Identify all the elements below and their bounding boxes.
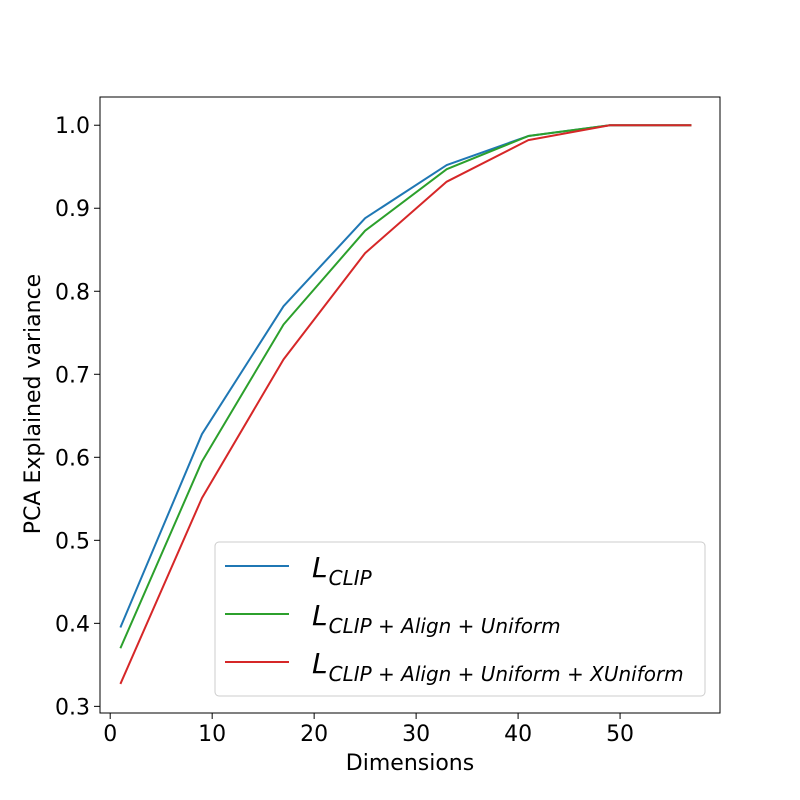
legend-label: LCLIP	[312, 551, 373, 590]
series-line-2	[119, 124, 692, 685]
x-tick-label: 20	[300, 722, 328, 747]
x-tick-label: 10	[198, 722, 226, 747]
x-axis: 0 10 20 30 40 50	[103, 713, 634, 747]
plot-frame	[99, 96, 721, 714]
y-tick-label: 0.4	[55, 612, 90, 637]
x-axis-title: Dimensions	[346, 751, 474, 776]
y-axis-title: PCA Explained variance	[21, 274, 46, 534]
y-tick-label: 0.5	[55, 529, 90, 554]
y-tick-label: 0.6	[55, 446, 90, 471]
plot-area	[119, 124, 692, 685]
y-tick-label: 0.8	[55, 280, 90, 305]
x-tick-label: 40	[504, 722, 532, 747]
x-tick-label: 50	[606, 722, 634, 747]
x-tick-label: 30	[402, 722, 430, 747]
legend: LCLIP LCLIP + Align + Uniform LCLIP + Alig…	[214, 541, 706, 697]
y-tick-label: 0.3	[55, 695, 90, 720]
legend-box	[214, 541, 706, 697]
y-tick-label: 0.7	[55, 363, 90, 388]
legend-label: LCLIP + Align + Uniform	[312, 599, 561, 638]
y-tick-label: 0.9	[55, 197, 90, 222]
x-tick-label: 0	[103, 722, 117, 747]
y-tick-label: 1.0	[55, 114, 90, 139]
y-axis: 0.3 0.4 0.5 0.6 0.7 0.8 0.9 1.0	[55, 114, 100, 720]
legend-label: LCLIP + Align + Uniform + XUniform	[312, 647, 684, 686]
